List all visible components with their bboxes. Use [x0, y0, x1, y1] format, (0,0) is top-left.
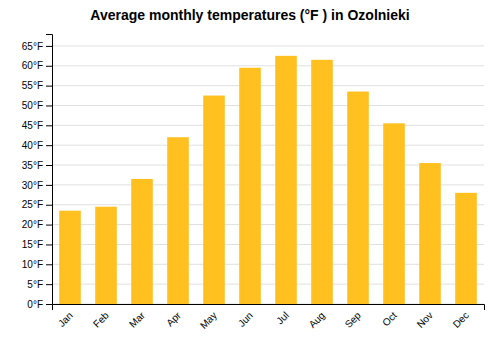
y-tick-mark: [46, 145, 52, 146]
x-tick: Apr: [164, 309, 183, 328]
bar: [383, 123, 405, 304]
bar: [167, 137, 189, 304]
x-tick-label: Aug: [307, 310, 327, 330]
x-tick-label: Oct: [380, 310, 399, 329]
chart-container: Jan Feb Mar Apr May Jun Jul Aug Sep Oct Nov Dec 0°F 5…: [0, 0, 500, 350]
grid-line: [52, 145, 484, 146]
y-tick-label: 45°F: [22, 120, 43, 131]
bar: [131, 179, 153, 304]
y-tick-label: 50°F: [22, 100, 43, 111]
y-tick-label: 0°F: [27, 299, 43, 310]
x-tick: Aug: [307, 310, 327, 330]
y-tick: 50°F: [22, 100, 52, 111]
grid-line: [52, 105, 484, 106]
y-tick: 60°F: [22, 60, 52, 71]
y-tick: 0°F: [27, 299, 52, 310]
x-tick: Feb: [91, 309, 111, 329]
bar: [203, 96, 225, 304]
grid: [52, 46, 484, 304]
y-tick: 45°F: [22, 120, 52, 131]
x-tick-label: Jul: [274, 310, 291, 327]
bar: [95, 207, 117, 304]
y-tick-mark: [46, 225, 52, 226]
y-tick: 40°F: [22, 140, 52, 151]
y-tick-mark: [46, 284, 52, 285]
x-tick-label: Mar: [127, 309, 147, 329]
bars: [59, 56, 477, 304]
y-tick-mark: [46, 125, 52, 126]
x-tick: Sep: [343, 309, 364, 330]
x-tick: May: [198, 310, 219, 331]
x-tick-label: Jan: [56, 310, 75, 329]
y-tick: 35°F: [22, 160, 52, 171]
x-axis: Jan Feb Mar Apr May Jun Jul Aug Sep Oct Nov Dec: [53, 305, 485, 331]
y-tick: 25°F: [22, 199, 52, 210]
x-tick: Dec: [451, 310, 471, 330]
bar: [455, 193, 477, 304]
y-tick-label: 30°F: [22, 180, 43, 191]
plot-area: Jan Feb Mar Apr May Jun Jul Aug Sep Oct Nov Dec 0°F 5…: [22, 35, 485, 331]
y-tick-mark: [46, 264, 52, 265]
x-tick-label: Dec: [451, 310, 471, 330]
y-tick-mark: [46, 46, 52, 47]
y-tick-label: 55°F: [22, 80, 43, 91]
bar: [59, 211, 81, 304]
x-tick-label: Apr: [164, 309, 183, 328]
y-tick: 20°F: [22, 219, 52, 230]
grid-line: [52, 65, 484, 66]
y-tick-label: 35°F: [22, 160, 43, 171]
y-tick-mark: [46, 304, 52, 305]
y-tick-label: 60°F: [22, 60, 43, 71]
y-tick-label: 65°F: [22, 41, 43, 52]
x-tick-label: Feb: [91, 309, 111, 329]
y-tick-label: 20°F: [22, 219, 43, 230]
bar: [419, 163, 441, 304]
y-tick-mark: [46, 66, 52, 67]
y-tick-mark: [46, 205, 52, 206]
grid-line: [52, 125, 484, 126]
bar: [347, 92, 369, 304]
grid-line: [52, 85, 484, 86]
y-tick: 30°F: [22, 180, 52, 191]
x-tick: Mar: [127, 309, 147, 329]
y-tick-label: 40°F: [22, 140, 43, 151]
y-tick: 15°F: [22, 239, 52, 250]
y-tick-mark: [46, 105, 52, 106]
y-tick-label: 15°F: [22, 239, 43, 250]
x-tick: Jun: [236, 310, 255, 329]
bar: [275, 56, 297, 304]
x-axis-line: [53, 305, 485, 311]
y-tick-mark: [46, 244, 52, 245]
y-tick-mark: [46, 165, 52, 166]
y-tick: 65°F: [22, 41, 52, 52]
y-axis-line: [46, 35, 53, 305]
y-tick: 55°F: [22, 80, 52, 91]
bar: [239, 68, 261, 304]
x-tick-label: Sep: [343, 309, 364, 330]
grid-line: [52, 45, 484, 46]
x-tick: Oct: [380, 310, 399, 329]
y-axis: 0°F 5°F 10°F 15°F 20°F 25°F 30°F 35°F 40°F 45°F 50…: [22, 35, 53, 310]
x-tick: Jul: [274, 310, 291, 327]
x-tick-label: May: [198, 310, 219, 331]
title: Average monthly temperatures (°F ) in Oz…: [90, 7, 409, 23]
y-tick-mark: [46, 185, 52, 186]
y-tick-label: 25°F: [22, 199, 43, 210]
y-tick: 10°F: [22, 259, 52, 270]
y-tick-label: 10°F: [22, 259, 43, 270]
x-tick: Nov: [415, 310, 435, 330]
bar: [311, 60, 333, 304]
x-tick-label: Jun: [236, 310, 255, 329]
x-tick: Jan: [56, 310, 75, 329]
y-tick-label: 5°F: [27, 279, 43, 290]
x-tick-label: Nov: [415, 310, 435, 330]
chart-svg: Jan Feb Mar Apr May Jun Jul Aug Sep Oct Nov Dec 0°F 5…: [0, 0, 500, 350]
y-tick-mark: [46, 86, 52, 87]
y-tick: 5°F: [27, 279, 52, 290]
